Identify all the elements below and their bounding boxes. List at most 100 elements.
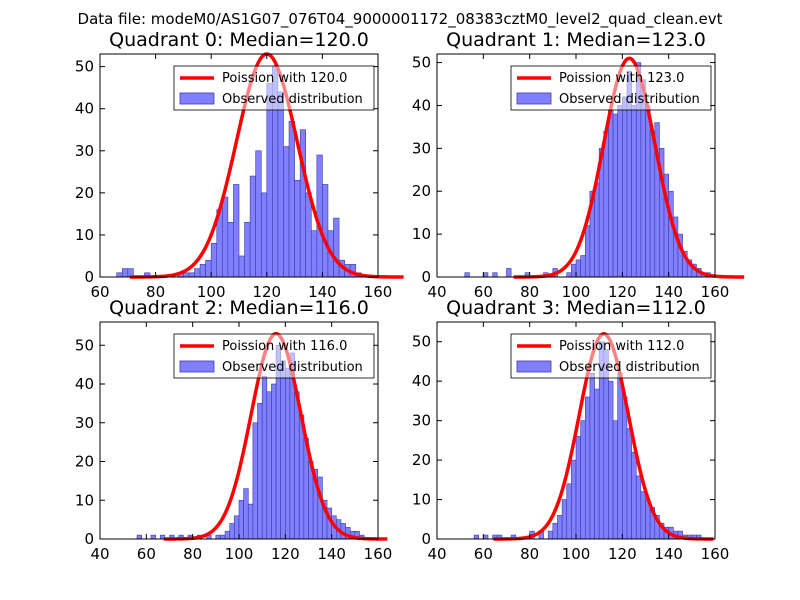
x-tick-label: 120	[271, 545, 300, 563]
histogram-bar	[280, 360, 286, 540]
y-tick-label: 10	[75, 226, 94, 244]
y-tick-label: 20	[75, 453, 94, 471]
y-tick-label: 50	[412, 54, 431, 72]
y-tick-label: 40	[75, 100, 94, 118]
panel-quadrant-1: Quadrant 1: Median=123.040 60 80 100 120 140 1…	[412, 29, 745, 301]
y-tick-label: 50	[75, 58, 94, 76]
histogram-bar	[283, 146, 290, 278]
legend-label-poisson: Poission with 112.0	[559, 339, 684, 354]
panel-title: Quadrant 2: Median=116.0	[109, 297, 369, 319]
histogram-bar	[492, 272, 498, 278]
histogram-bar	[136, 534, 142, 540]
histogram-bar	[612, 420, 618, 540]
y-tick-label: 0	[421, 530, 431, 548]
x-tick-label: 100	[197, 283, 226, 301]
histogram-bar	[635, 475, 642, 540]
histogram-bar	[566, 483, 572, 540]
y-tick-label: 30	[75, 414, 94, 432]
panel-quadrant-2: Quadrant 2: Median=116.040 60 80 100 120 140 1…	[75, 297, 392, 563]
legend-bar-swatch	[179, 92, 215, 105]
legend-label-observed: Observed distribution	[559, 360, 700, 375]
histogram-bar	[294, 179, 301, 278]
histogram-bar	[233, 184, 240, 278]
histogram-bar	[266, 391, 272, 540]
histogram-bar	[261, 375, 268, 540]
histogram-bar	[552, 522, 558, 540]
histogram-bar	[594, 182, 600, 278]
histogram-bar	[589, 372, 595, 540]
legend-bar-swatch	[179, 360, 215, 373]
histogram-bar	[575, 259, 581, 278]
histogram-bar	[188, 272, 195, 278]
x-tick-label: 160	[364, 545, 393, 563]
histogram-bar	[464, 272, 470, 278]
histogram-bar	[622, 96, 628, 278]
histogram-bar	[640, 491, 646, 540]
y-tick-label: 0	[84, 530, 94, 548]
histogram-bar	[483, 272, 489, 278]
legend-label-observed: Observed distribution	[222, 360, 363, 375]
histogram-bar	[557, 515, 563, 540]
histogram-bar	[608, 109, 614, 278]
histogram-bar	[194, 268, 201, 278]
y-tick-label: 50	[75, 336, 94, 354]
legend-label-poisson: Poission with 123.0	[559, 71, 684, 86]
y-tick-label: 30	[412, 412, 431, 430]
histogram-bar	[183, 272, 190, 278]
histogram-bar	[210, 243, 218, 278]
histogram-bar	[575, 436, 581, 540]
y-tick-label: 10	[412, 491, 431, 509]
histogram-bar	[249, 175, 256, 278]
histogram-bar	[288, 121, 295, 278]
y-tick-label: 30	[412, 139, 431, 157]
y-tick-label: 10	[412, 225, 431, 243]
histogram-bar	[310, 230, 318, 278]
y-tick-label: 20	[75, 184, 94, 202]
x-tick-label: 120	[608, 545, 637, 563]
histogram-bar	[622, 396, 628, 540]
histogram-bar	[547, 530, 554, 540]
histogram-bar	[238, 499, 244, 540]
histogram-bar	[224, 530, 231, 540]
histogram-bar	[322, 184, 329, 278]
y-tick-label: 0	[421, 268, 431, 286]
histogram-bar	[608, 380, 614, 540]
histogram-bar	[215, 534, 221, 540]
histogram-bar	[473, 534, 480, 540]
x-tick-label: 60	[474, 545, 493, 563]
histogram-bar	[277, 91, 284, 278]
histogram-bar	[234, 515, 240, 540]
histogram-bar	[631, 105, 637, 278]
histogram-bar	[626, 428, 632, 540]
y-tick-label: 30	[75, 142, 94, 160]
histogram-bar	[150, 534, 156, 540]
histogram-bar	[243, 488, 249, 540]
x-tick-label: 160	[364, 283, 393, 301]
histogram-bar	[649, 130, 656, 278]
histogram-bar	[571, 263, 577, 278]
histogram-bar	[257, 403, 263, 540]
x-tick-label: 100	[562, 545, 591, 563]
histogram-bar	[594, 388, 600, 540]
poisson-curve	[513, 56, 745, 279]
histogram-bar	[561, 499, 568, 540]
legend-label-poisson: Poission with 120.0	[222, 71, 347, 86]
histogram-bar	[121, 268, 129, 278]
histogram-bar	[584, 225, 591, 278]
x-tick-label: 160	[701, 283, 730, 301]
histogram-bar	[612, 113, 618, 278]
histogram-bar	[227, 222, 234, 278]
legend-label-observed: Observed distribution	[222, 92, 363, 107]
histogram-bar	[199, 264, 206, 278]
histogram-bar	[255, 150, 262, 278]
y-tick-label: 10	[75, 491, 94, 509]
histogram-bar	[294, 391, 300, 540]
histogram-bar	[285, 368, 291, 540]
y-tick-label: 20	[412, 451, 431, 469]
histogram-bar	[222, 196, 229, 278]
legend-bar-swatch	[516, 92, 552, 105]
histogram-bar	[305, 192, 312, 278]
histogram-bar	[617, 372, 623, 540]
x-tick-label: 100	[562, 283, 591, 301]
